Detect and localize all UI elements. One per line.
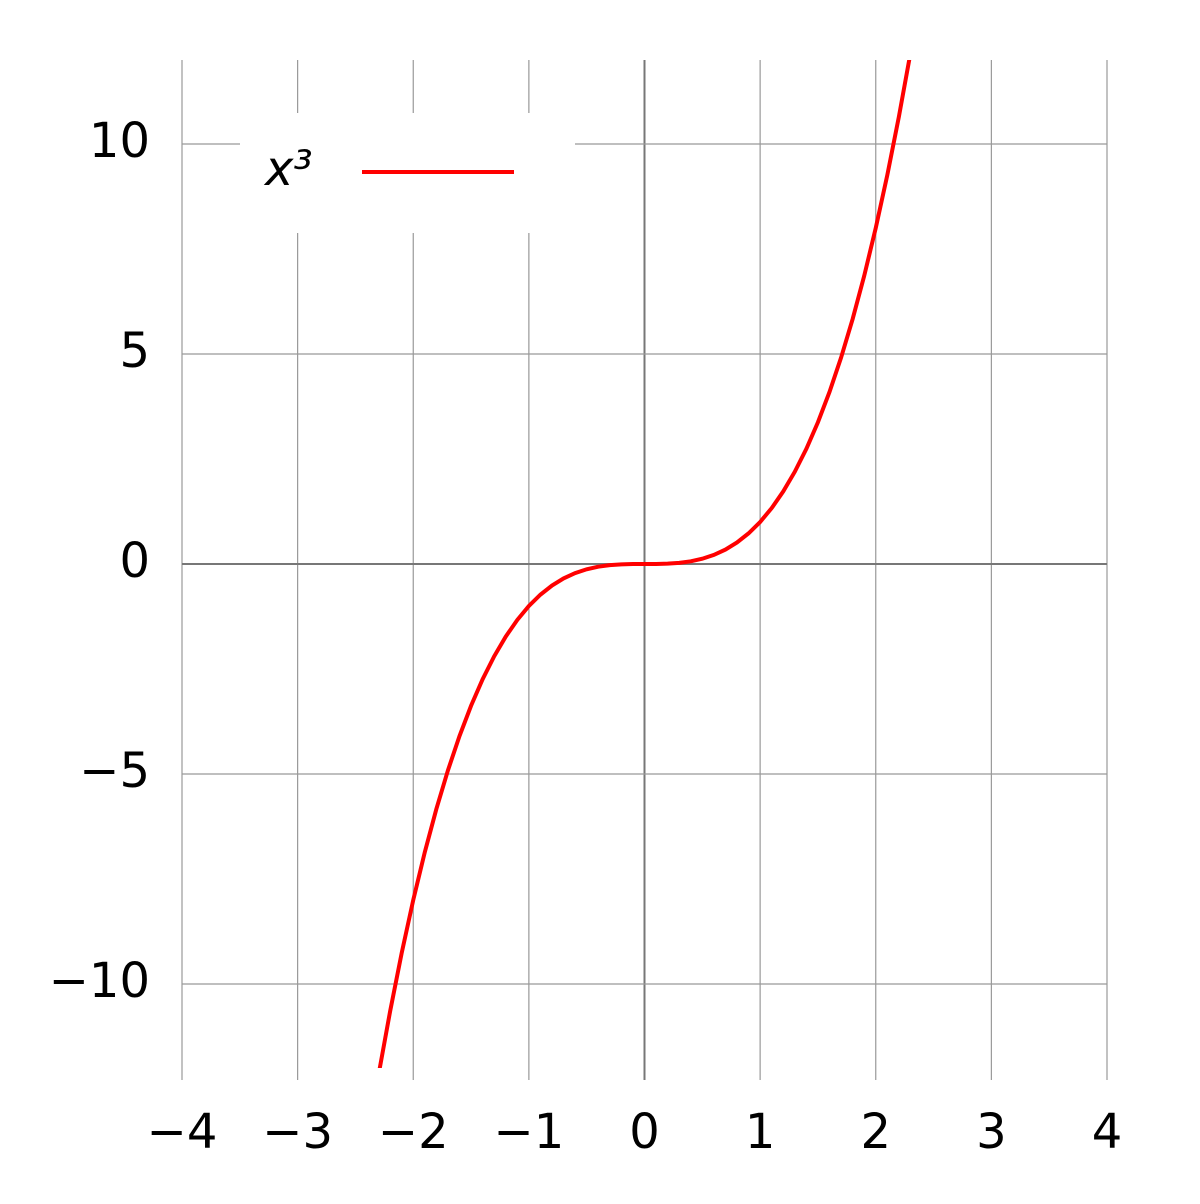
x-tick-label: −4 — [147, 1104, 218, 1160]
x-tick-label: 4 — [1092, 1104, 1123, 1160]
x-tick-label: −2 — [378, 1104, 449, 1160]
y-tick-label: 10 — [89, 113, 150, 169]
line — [377, 60, 912, 1068]
x-tick-label: −3 — [262, 1104, 333, 1160]
y-tick-label: −10 — [49, 953, 150, 1009]
x-tick-label: 1 — [745, 1104, 776, 1160]
y-tick-label: −5 — [79, 743, 150, 799]
x-tick-label: −1 — [493, 1104, 564, 1160]
x-tick-label: 2 — [860, 1104, 891, 1160]
plot-area — [377, 60, 912, 1068]
y-tick-label: 5 — [119, 323, 150, 379]
y-tick-label: 0 — [119, 533, 150, 589]
x-tick-label: 0 — [629, 1104, 660, 1160]
x-tick-label: 3 — [976, 1104, 1007, 1160]
legend-label: x³ — [263, 141, 313, 197]
